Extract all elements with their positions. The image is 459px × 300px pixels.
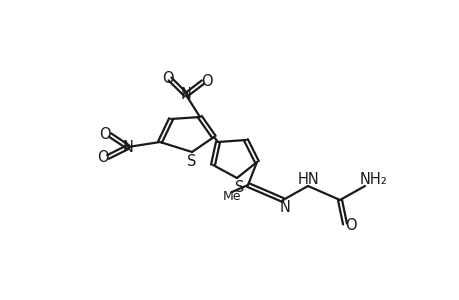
Text: NH₂: NH₂: [359, 172, 387, 188]
Text: O: O: [344, 218, 356, 233]
Text: N: N: [122, 140, 133, 154]
Text: S: S: [187, 154, 196, 169]
Text: Me: Me: [222, 190, 241, 203]
Text: O: O: [201, 74, 213, 88]
Text: HN: HN: [297, 172, 319, 187]
Text: O: O: [162, 70, 174, 86]
Text: S: S: [235, 179, 244, 194]
Text: O: O: [99, 127, 111, 142]
Text: O: O: [97, 149, 109, 164]
Text: N: N: [279, 200, 290, 215]
Text: N: N: [180, 86, 191, 101]
